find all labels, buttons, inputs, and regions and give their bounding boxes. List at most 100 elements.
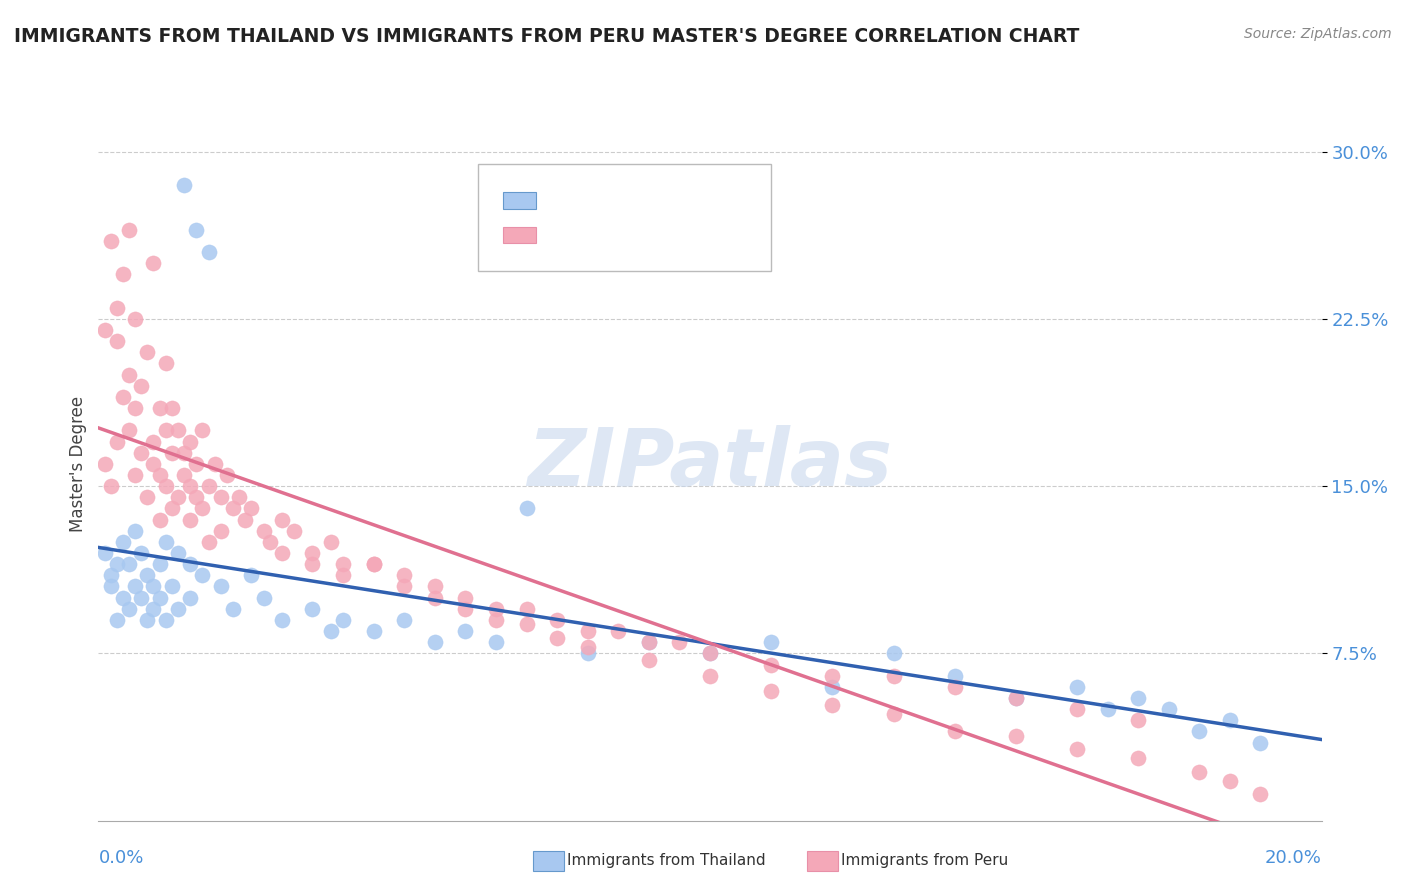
- Point: [516, 602, 538, 616]
- Point: [93, 546, 115, 560]
- Point: [319, 534, 342, 549]
- Point: [319, 624, 342, 639]
- Point: [821, 669, 844, 683]
- Point: [105, 434, 128, 449]
- FancyBboxPatch shape: [478, 164, 772, 271]
- Point: [222, 501, 245, 516]
- Point: [1128, 690, 1150, 705]
- Point: [332, 613, 354, 627]
- Point: [186, 491, 208, 505]
- Point: [883, 706, 905, 721]
- Point: [124, 312, 146, 326]
- Point: [100, 580, 122, 594]
- Point: [454, 591, 477, 605]
- Point: [607, 624, 630, 639]
- Point: [100, 234, 122, 248]
- Point: [1066, 680, 1088, 694]
- Point: [821, 680, 844, 694]
- Point: [363, 557, 385, 572]
- Point: [197, 479, 219, 493]
- Point: [228, 491, 250, 505]
- Point: [105, 613, 128, 627]
- Point: [160, 580, 183, 594]
- Point: [252, 591, 274, 605]
- Point: [485, 635, 508, 649]
- Point: [186, 222, 208, 236]
- Point: [149, 467, 172, 482]
- Point: [1128, 751, 1150, 765]
- Point: [637, 635, 661, 649]
- Point: [129, 546, 152, 560]
- Point: [118, 602, 141, 616]
- Point: [167, 424, 190, 438]
- Point: [118, 557, 141, 572]
- Point: [160, 501, 183, 516]
- Point: [179, 434, 201, 449]
- Point: [1004, 690, 1026, 705]
- Point: [301, 546, 323, 560]
- Point: [173, 178, 195, 193]
- Point: [668, 635, 690, 649]
- Point: [160, 401, 183, 416]
- Point: [1157, 702, 1180, 716]
- Y-axis label: Master's Degree: Master's Degree: [69, 396, 87, 532]
- Point: [173, 445, 195, 460]
- Point: [215, 467, 238, 482]
- Point: [100, 479, 122, 493]
- Point: [197, 534, 219, 549]
- Text: N = 101: N = 101: [668, 223, 741, 241]
- Point: [167, 546, 190, 560]
- Point: [883, 669, 905, 683]
- Point: [129, 445, 152, 460]
- Point: [332, 557, 354, 572]
- Point: [699, 669, 721, 683]
- Point: [301, 557, 323, 572]
- Text: 0.0%: 0.0%: [98, 849, 143, 867]
- Point: [111, 390, 134, 404]
- Point: [1188, 724, 1211, 739]
- Point: [454, 624, 477, 639]
- Point: [1097, 702, 1119, 716]
- Point: [637, 635, 661, 649]
- Point: [142, 602, 165, 616]
- Point: [105, 301, 128, 315]
- Point: [118, 424, 141, 438]
- Point: [197, 244, 219, 259]
- Point: [167, 491, 190, 505]
- Point: [105, 557, 128, 572]
- Point: [136, 491, 159, 505]
- Point: [699, 646, 721, 660]
- Point: [222, 602, 245, 616]
- Point: [136, 568, 159, 582]
- Point: [270, 613, 292, 627]
- Point: [142, 434, 165, 449]
- Text: Immigrants from Thailand: Immigrants from Thailand: [567, 854, 765, 868]
- Point: [179, 557, 201, 572]
- Point: [173, 467, 195, 482]
- Text: R = -0.368: R = -0.368: [554, 223, 643, 241]
- Point: [821, 698, 844, 712]
- Point: [149, 557, 172, 572]
- Point: [576, 624, 599, 639]
- Point: [179, 479, 201, 493]
- Point: [699, 646, 721, 660]
- Point: [485, 602, 508, 616]
- Point: [392, 568, 416, 582]
- Text: Immigrants from Peru: Immigrants from Peru: [841, 854, 1008, 868]
- Point: [759, 635, 782, 649]
- Point: [943, 680, 966, 694]
- Point: [118, 368, 141, 382]
- Point: [124, 467, 146, 482]
- Point: [516, 617, 538, 632]
- Point: [149, 512, 172, 526]
- Point: [191, 501, 214, 516]
- Point: [149, 591, 172, 605]
- Point: [423, 591, 446, 605]
- Point: [252, 524, 274, 538]
- Point: [883, 646, 905, 660]
- Point: [105, 334, 128, 349]
- FancyBboxPatch shape: [503, 227, 536, 244]
- Point: [142, 457, 165, 471]
- Point: [546, 613, 568, 627]
- Point: [149, 401, 172, 416]
